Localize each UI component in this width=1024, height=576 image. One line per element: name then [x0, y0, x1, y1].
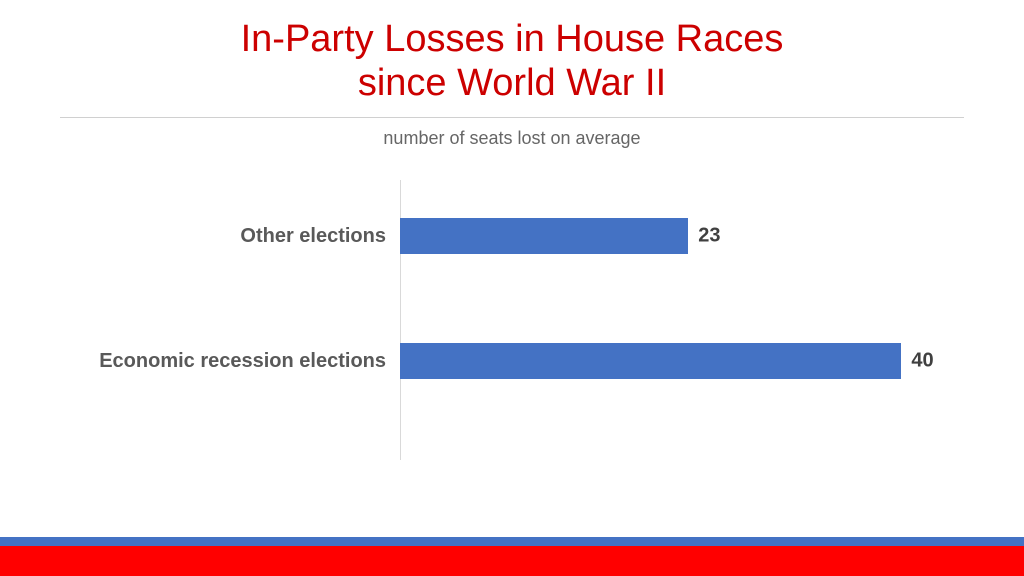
footer-stripe-red	[0, 546, 1024, 576]
title-line-2: since World War II	[358, 62, 666, 104]
bar	[400, 218, 688, 254]
chart-subtitle: number of seats lost on average	[0, 128, 1024, 149]
bar-row: Economic recession elections 40	[60, 335, 964, 387]
footer-stripe-blue	[0, 537, 1024, 546]
bar-chart: Other elections 23 Economic recession elec…	[60, 180, 964, 460]
title-divider	[60, 117, 964, 118]
bar-track: 40	[400, 335, 964, 387]
title-line-1: In-Party Losses in House Races	[241, 18, 784, 60]
bar-value: 40	[901, 350, 933, 373]
slide-title: In-Party Losses in House Races since Wor…	[0, 0, 1024, 105]
bar	[400, 343, 901, 379]
bar-row: Other elections 23	[60, 210, 964, 262]
bar-label: Other elections	[60, 225, 400, 248]
bar-label: Economic recession elections	[60, 350, 400, 373]
bar-track: 23	[400, 210, 964, 262]
bar-value: 23	[688, 225, 720, 248]
